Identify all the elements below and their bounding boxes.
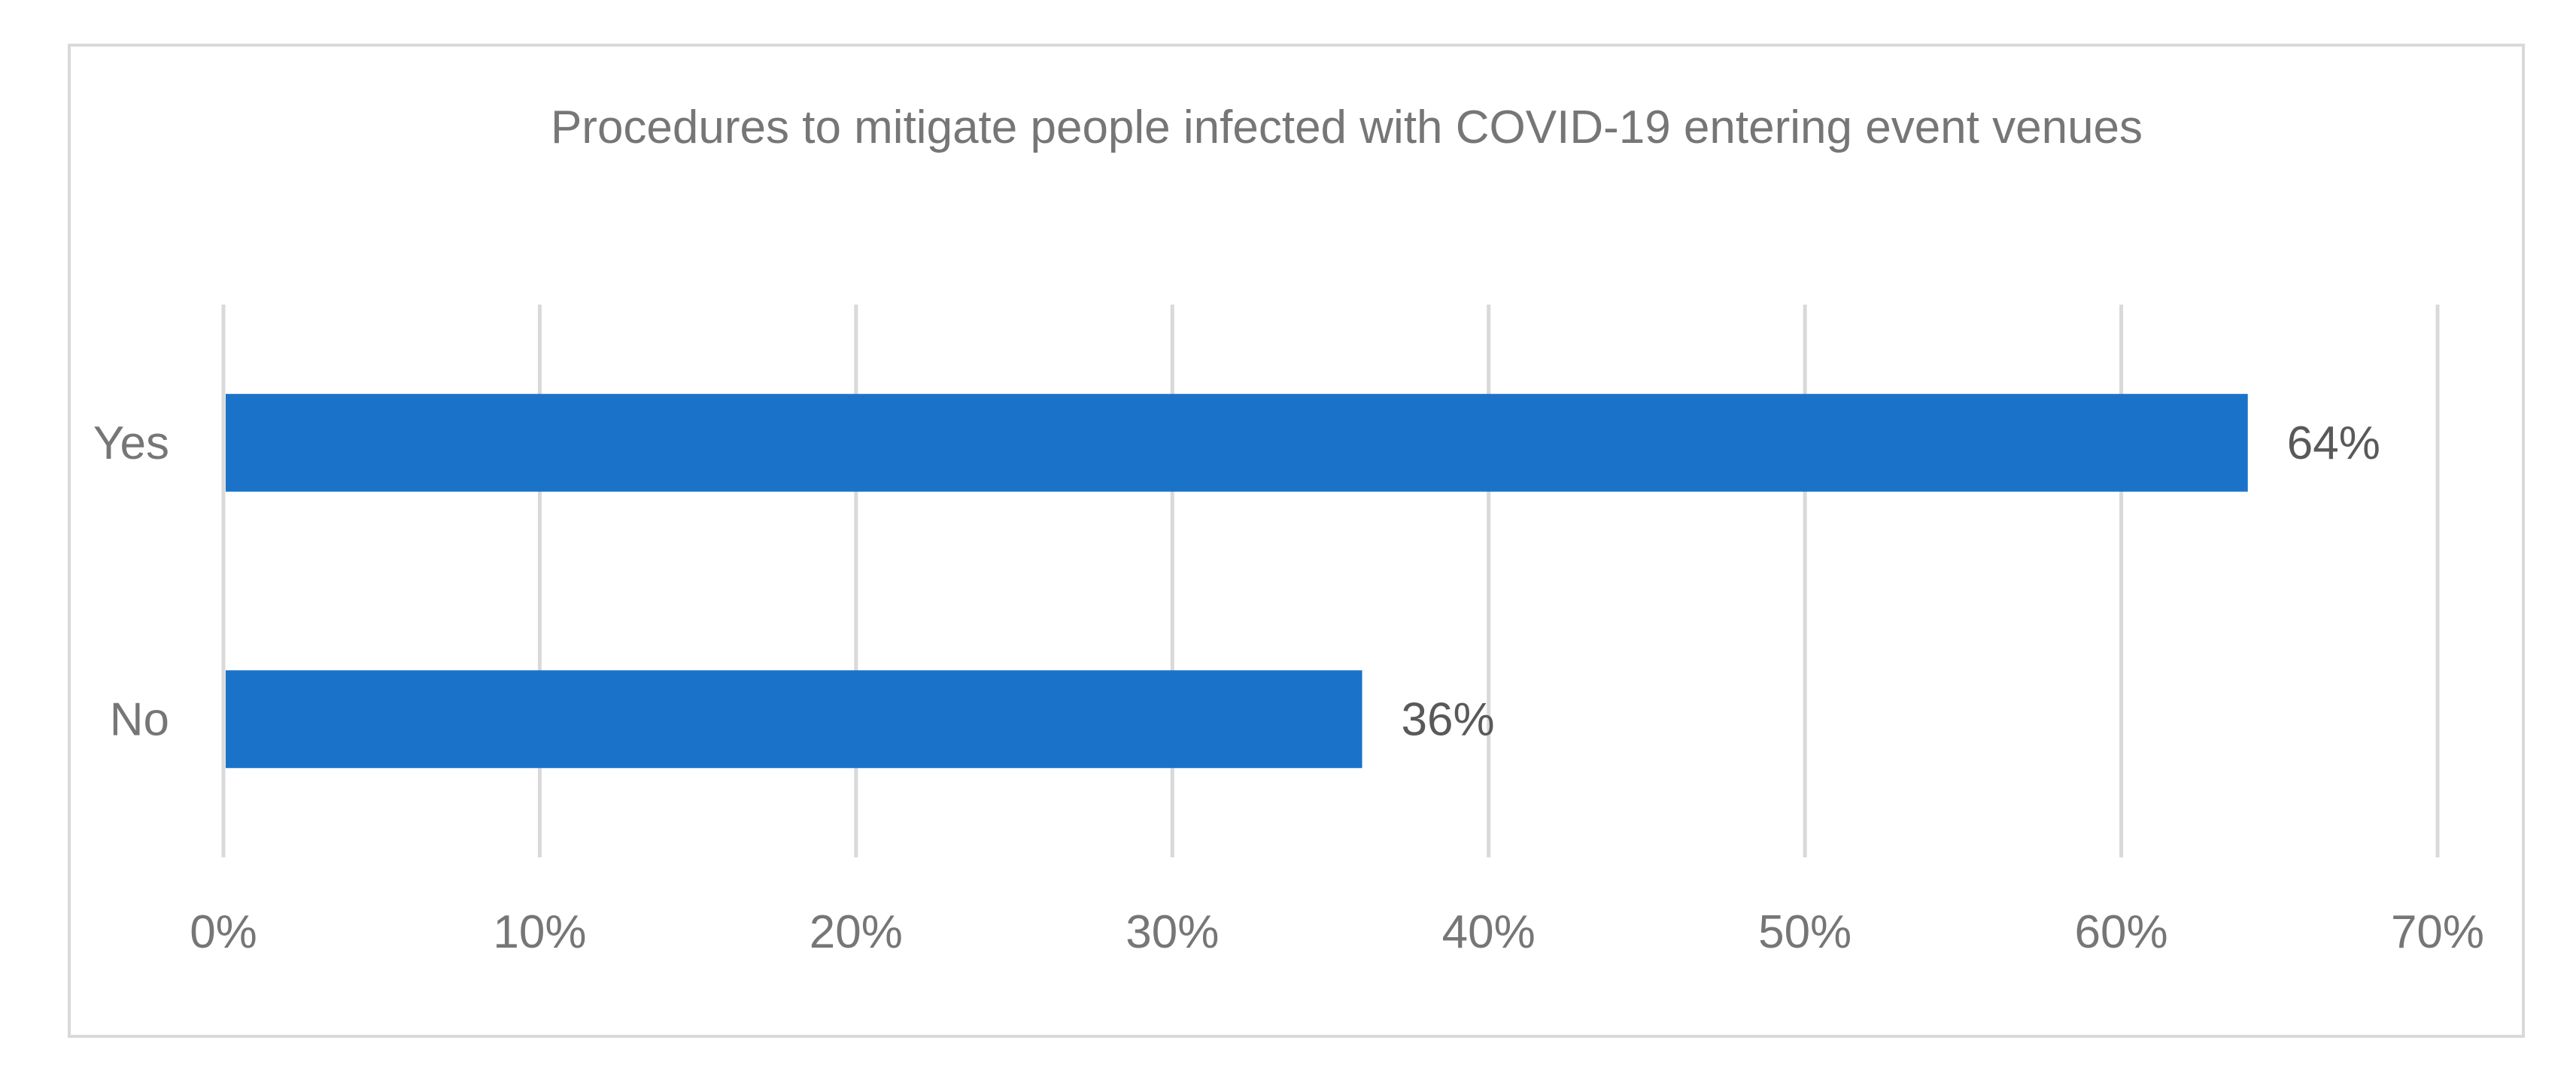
bar-yes	[226, 393, 2248, 492]
x-tick-label: 10%	[493, 906, 586, 958]
x-tick-label: 20%	[810, 906, 903, 958]
x-tick-label: 30%	[1125, 906, 1219, 958]
data-labels: 64% 36%	[1402, 417, 2380, 746]
category-labels: Yes No	[93, 417, 169, 746]
category-label-no: No	[110, 693, 169, 745]
x-tick-label: 60%	[2075, 906, 2168, 958]
x-axis-tick-labels: 0% 10% 20% 30% 40% 50% 60% 70%	[190, 906, 2484, 958]
x-tick-label: 40%	[1442, 906, 1536, 958]
chart-title: Procedures to mitigate people infected w…	[551, 102, 2143, 153]
bar-no	[226, 670, 1362, 769]
gridlines	[221, 305, 2440, 857]
x-tick-label: 70%	[2391, 906, 2484, 958]
bars	[226, 393, 2248, 769]
x-tick-label: 50%	[1758, 906, 1852, 958]
chart-frame	[68, 44, 2525, 1038]
data-label-no: 36%	[1402, 693, 1495, 745]
data-label-yes: 64%	[2287, 417, 2380, 469]
category-label-yes: Yes	[93, 417, 169, 469]
x-tick-label: 0%	[190, 906, 257, 958]
